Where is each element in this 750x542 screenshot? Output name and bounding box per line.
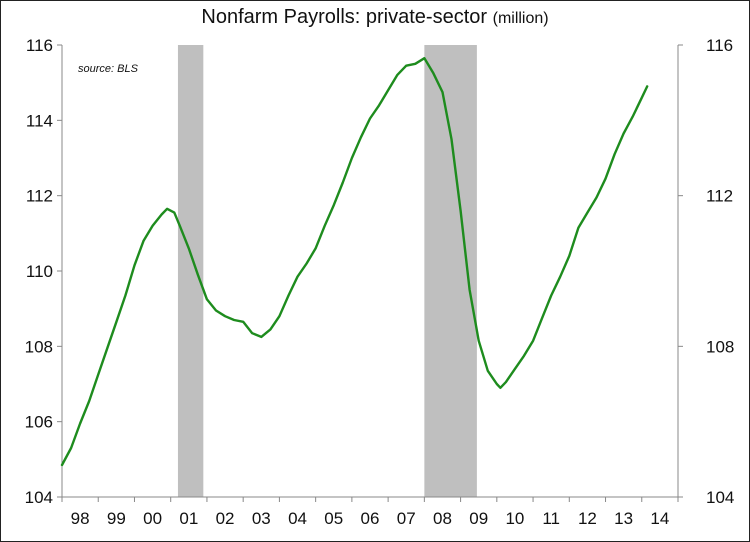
x-tick-label: 06 (361, 509, 380, 528)
series-layer (60, 57, 649, 467)
x-tick-label: 04 (288, 509, 307, 528)
x-tick-label: 08 (433, 509, 452, 528)
left-y-tick-label: 106 (25, 413, 53, 432)
chart-title-text: Nonfarm Payrolls: private-sector (201, 6, 488, 28)
x-tick-label: 00 (143, 509, 162, 528)
x-tick-label: 98 (71, 509, 90, 528)
x-tick-label: 11 (542, 509, 560, 528)
source-note: source: BLS (78, 63, 139, 75)
x-tick-label: 07 (397, 509, 416, 528)
left-y-tick-label: 114 (26, 111, 53, 130)
right-y-tick-label: 108 (706, 337, 734, 356)
x-tick-label: 13 (614, 509, 633, 528)
left-y-tick-label: 104 (25, 488, 53, 507)
chart-title: Nonfarm Payrolls: private-sector (millio… (0, 6, 750, 29)
left-y-tick-label: 110 (26, 262, 53, 281)
right-y-tick-label: 104 (706, 488, 734, 507)
x-tick-label: 02 (216, 509, 235, 528)
x-tick-label: 99 (107, 509, 126, 528)
right-y-tick-label: 116 (706, 36, 733, 55)
left-y-tick-label: 112 (26, 187, 53, 206)
left-y-tick-label: 108 (25, 337, 53, 356)
recession-band-2 (424, 45, 477, 497)
x-tick-label: 14 (650, 509, 669, 528)
x-tick-label: 09 (469, 509, 488, 528)
x-tick-label: 05 (324, 509, 343, 528)
x-tick-label: 10 (505, 509, 524, 528)
recession-band-1 (177, 45, 204, 497)
x-tick-label: 01 (179, 509, 198, 528)
left-y-tick-label: 116 (26, 36, 53, 55)
recession-bands (177, 45, 477, 497)
right-y-tick-label: 112 (706, 187, 733, 206)
series-line-1 (60, 57, 649, 467)
x-tick-label: 12 (578, 509, 597, 528)
chart-title-unit: (million) (492, 10, 549, 27)
x-tick-label: 03 (252, 509, 271, 528)
